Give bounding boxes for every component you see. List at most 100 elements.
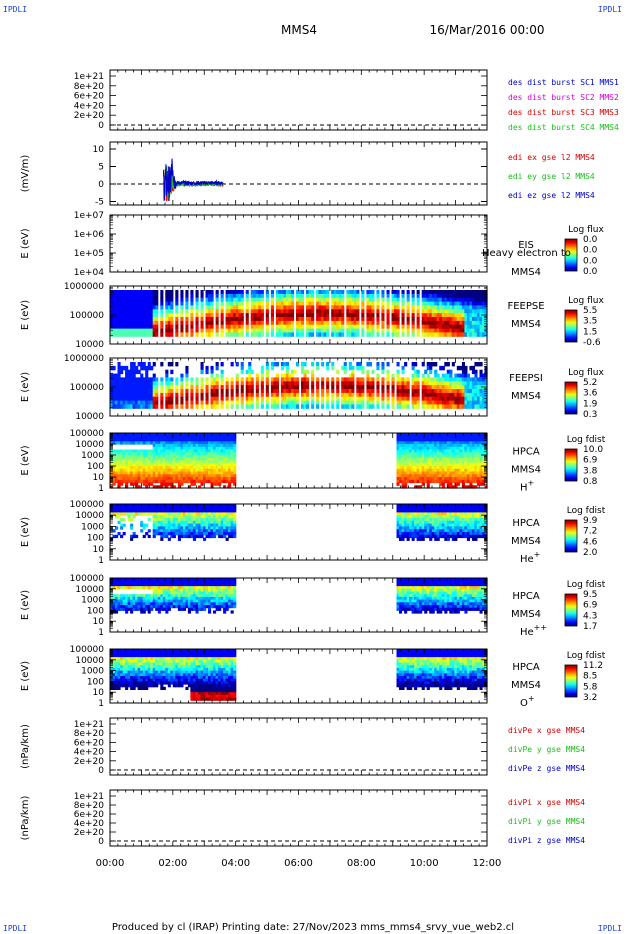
spectrogram-cell (293, 381, 297, 386)
spectrogram-cell (145, 463, 149, 467)
spectrogram-cell (137, 466, 141, 470)
spectrogram-cell (424, 444, 428, 448)
spectrogram-cell (152, 381, 156, 386)
spectrogram-cell (233, 301, 237, 306)
spectrogram-cell (424, 392, 428, 398)
spectrogram-cell (431, 362, 435, 367)
spectrogram-cell (170, 324, 174, 330)
spectrogram-cell (421, 404, 425, 409)
spectrogram-cell (170, 293, 174, 299)
panel-4-colorbar-title: Log flux (568, 368, 604, 378)
spectrogram-cell (331, 317, 335, 322)
spectrogram-cell (449, 369, 453, 375)
spectrogram-cell (421, 455, 425, 459)
spectrogram-cell (464, 400, 468, 405)
spectrogram-cell (459, 317, 463, 322)
spectrogram-cell (160, 396, 164, 402)
spectrogram-cell (220, 362, 224, 367)
spectrogram-cell (135, 392, 139, 398)
spectrogram-cell (215, 441, 219, 445)
spectrogram-cell (175, 477, 179, 481)
spectrogram-cell (396, 293, 400, 299)
spectrogram-cell (127, 404, 131, 409)
spectrogram-cell (353, 313, 357, 318)
spectrogram-cell (140, 463, 144, 467)
spectrogram-cell (476, 444, 480, 448)
spectrogram-cell (152, 444, 156, 448)
spectrogram-cell (469, 441, 473, 445)
spectrogram-cell (125, 485, 129, 489)
spectrogram-cell (185, 305, 189, 310)
spectrogram-cell (293, 392, 297, 398)
spectrogram-cell (115, 373, 119, 378)
spectrogram-cell (361, 324, 365, 330)
spectrogram-cell (414, 400, 418, 405)
spectrogram-cell (469, 324, 473, 330)
spectrogram-cell (482, 435, 486, 440)
spectrogram-cell (391, 392, 395, 398)
spectrogram-cell (208, 444, 212, 448)
spectrogram-cell (474, 404, 478, 409)
spectrogram-cell (195, 438, 199, 442)
spectrogram-cell (449, 471, 453, 475)
spectrogram-cell (444, 455, 448, 459)
spectrogram-cell (270, 362, 274, 367)
spectrogram-cell (260, 297, 264, 303)
spectrogram-cell (125, 297, 129, 303)
spectrogram-cell (409, 441, 413, 445)
spectrogram-cell (371, 392, 375, 398)
spectrogram-cell (353, 301, 357, 306)
spectrogram-cell (439, 309, 443, 314)
spectrogram-cell (436, 449, 440, 453)
spectrogram-cell (210, 444, 214, 448)
spectrogram-cell (439, 328, 443, 333)
spectrogram-cell (316, 404, 320, 409)
spectrogram-cell (182, 468, 186, 473)
spectrogram-cell (436, 463, 440, 467)
spectrogram-cell (180, 471, 184, 475)
spectrogram-cell (200, 301, 204, 306)
spectrogram-cell (220, 290, 224, 295)
spectrogram-cell (270, 309, 274, 314)
spectrogram-cell (361, 297, 365, 303)
spectrogram-cell (426, 435, 430, 440)
spectrogram-cell (426, 328, 430, 333)
spectrogram-cell (165, 309, 169, 314)
spectrogram-cell (228, 305, 232, 310)
spectrogram-cell (446, 389, 450, 394)
spectrogram-cell (368, 328, 372, 333)
spectrogram-cell (122, 324, 126, 330)
spectrogram-cell (132, 435, 136, 440)
spectrogram-cell (441, 365, 445, 371)
footer-credit: Produced by cl (IRAP) Printing date: 27/… (112, 922, 514, 933)
spectrogram-cell (215, 305, 219, 310)
spectrogram-cell (474, 301, 478, 306)
spectrogram-cell (421, 452, 425, 456)
spectrogram-cell (218, 441, 222, 445)
spectrogram-cell (436, 290, 440, 295)
spectrogram-cell (401, 468, 405, 473)
spectrogram-cell (454, 479, 458, 484)
spectrogram-cell (301, 332, 305, 337)
spectrogram-cell (112, 433, 116, 437)
spectrogram-cell (182, 471, 186, 475)
spectrogram-cell (306, 369, 310, 375)
spectrogram-cell (333, 305, 337, 310)
panel-5-ytick-label: 100 (87, 462, 104, 472)
spectrogram-cell (414, 433, 418, 437)
spectrogram-cell (396, 392, 400, 398)
spectrogram-cell (466, 317, 470, 322)
spectrogram-cell (311, 400, 315, 405)
spectrogram-cell (130, 301, 134, 306)
spectrogram-cell (436, 433, 440, 437)
spectrogram-cell (421, 474, 425, 478)
spectrogram-cell (132, 452, 136, 456)
spectrogram-cell (210, 396, 214, 402)
spectrogram-cell (162, 455, 166, 459)
spectrogram-cell (449, 444, 453, 448)
spectrogram-cell (180, 389, 184, 394)
spectrogram-cell (341, 301, 345, 306)
spectrogram-cell (167, 392, 171, 398)
spectrogram-cell (167, 317, 171, 322)
spectrogram-cell (434, 373, 438, 378)
